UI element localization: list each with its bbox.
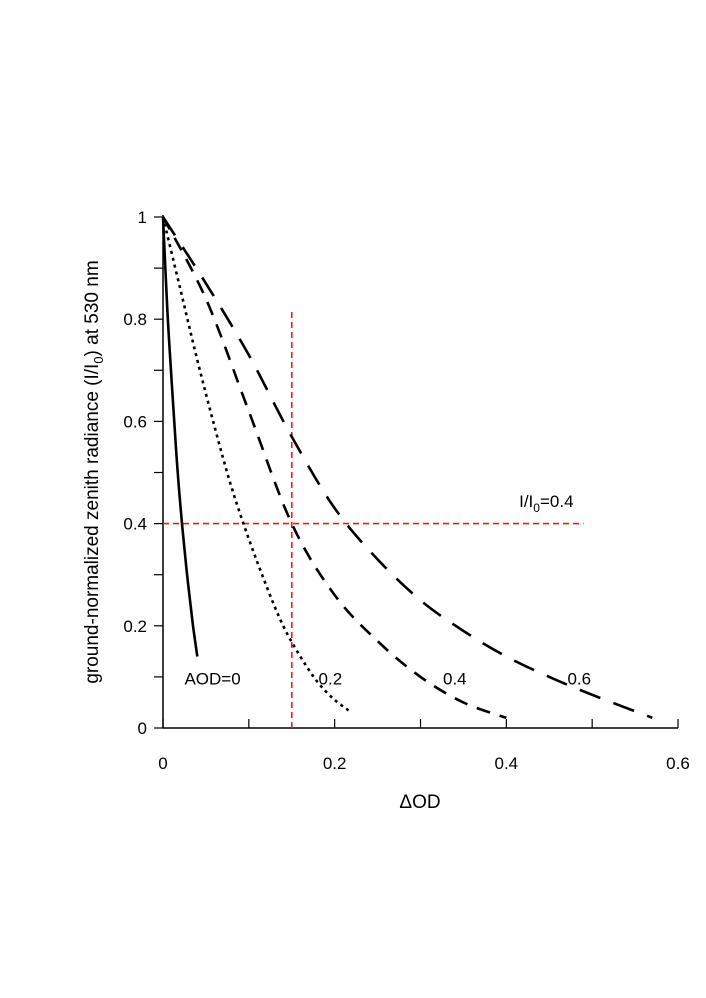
- y-axis-title: ground-normalized zenith radiance (I/I0)…: [82, 260, 106, 683]
- series-line-aod-0-4: [161, 216, 507, 720]
- series-layer: [161, 216, 653, 720]
- series-line-aod-0-6: [161, 216, 653, 720]
- y-tick-label: 0.8: [123, 310, 147, 329]
- plot-area: 0 0.2 0.4 0.600.20.40.60.81 I/I0=0.4 AOD=0 0…: [123, 208, 689, 773]
- y-tick-label: 0.2: [123, 617, 147, 636]
- y-tick-label: 1: [138, 208, 147, 227]
- curve-label: 0.2: [319, 670, 343, 689]
- tick-layer: 0 0.2 0.4 0.6 0 0.2 0.4 0.6 0.8 1: [123, 208, 689, 773]
- x-tick-label: 0: [158, 754, 167, 773]
- y-tick-label: 0: [138, 719, 147, 738]
- series-line-aod-0-2: [161, 216, 353, 714]
- reference-lines: [163, 308, 584, 728]
- y-tick-label: 0.4: [123, 515, 147, 534]
- x-tick-label: 0.4: [495, 754, 519, 773]
- series-line-aod-aod-0: [161, 216, 199, 657]
- annotation-layer: I/I0=0.4 AOD=0 0.2 0.4 0.6: [184, 492, 591, 688]
- curve-label: 0.4: [443, 670, 467, 689]
- curve-label: 0.6: [567, 670, 591, 689]
- x-tick-label: 0.6: [666, 754, 690, 773]
- threshold-annotation: I/I0=0.4: [519, 492, 573, 515]
- y-tick-label: 0.6: [123, 412, 147, 431]
- x-tick-label: 0.2: [323, 754, 347, 773]
- curve-label: AOD=0: [184, 670, 240, 689]
- x-axis-title: ΔOD: [399, 792, 440, 813]
